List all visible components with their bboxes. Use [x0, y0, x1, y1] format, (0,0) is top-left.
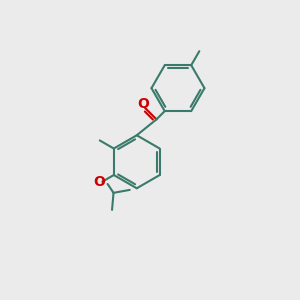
Text: O: O — [138, 98, 149, 111]
Text: O: O — [93, 175, 105, 189]
